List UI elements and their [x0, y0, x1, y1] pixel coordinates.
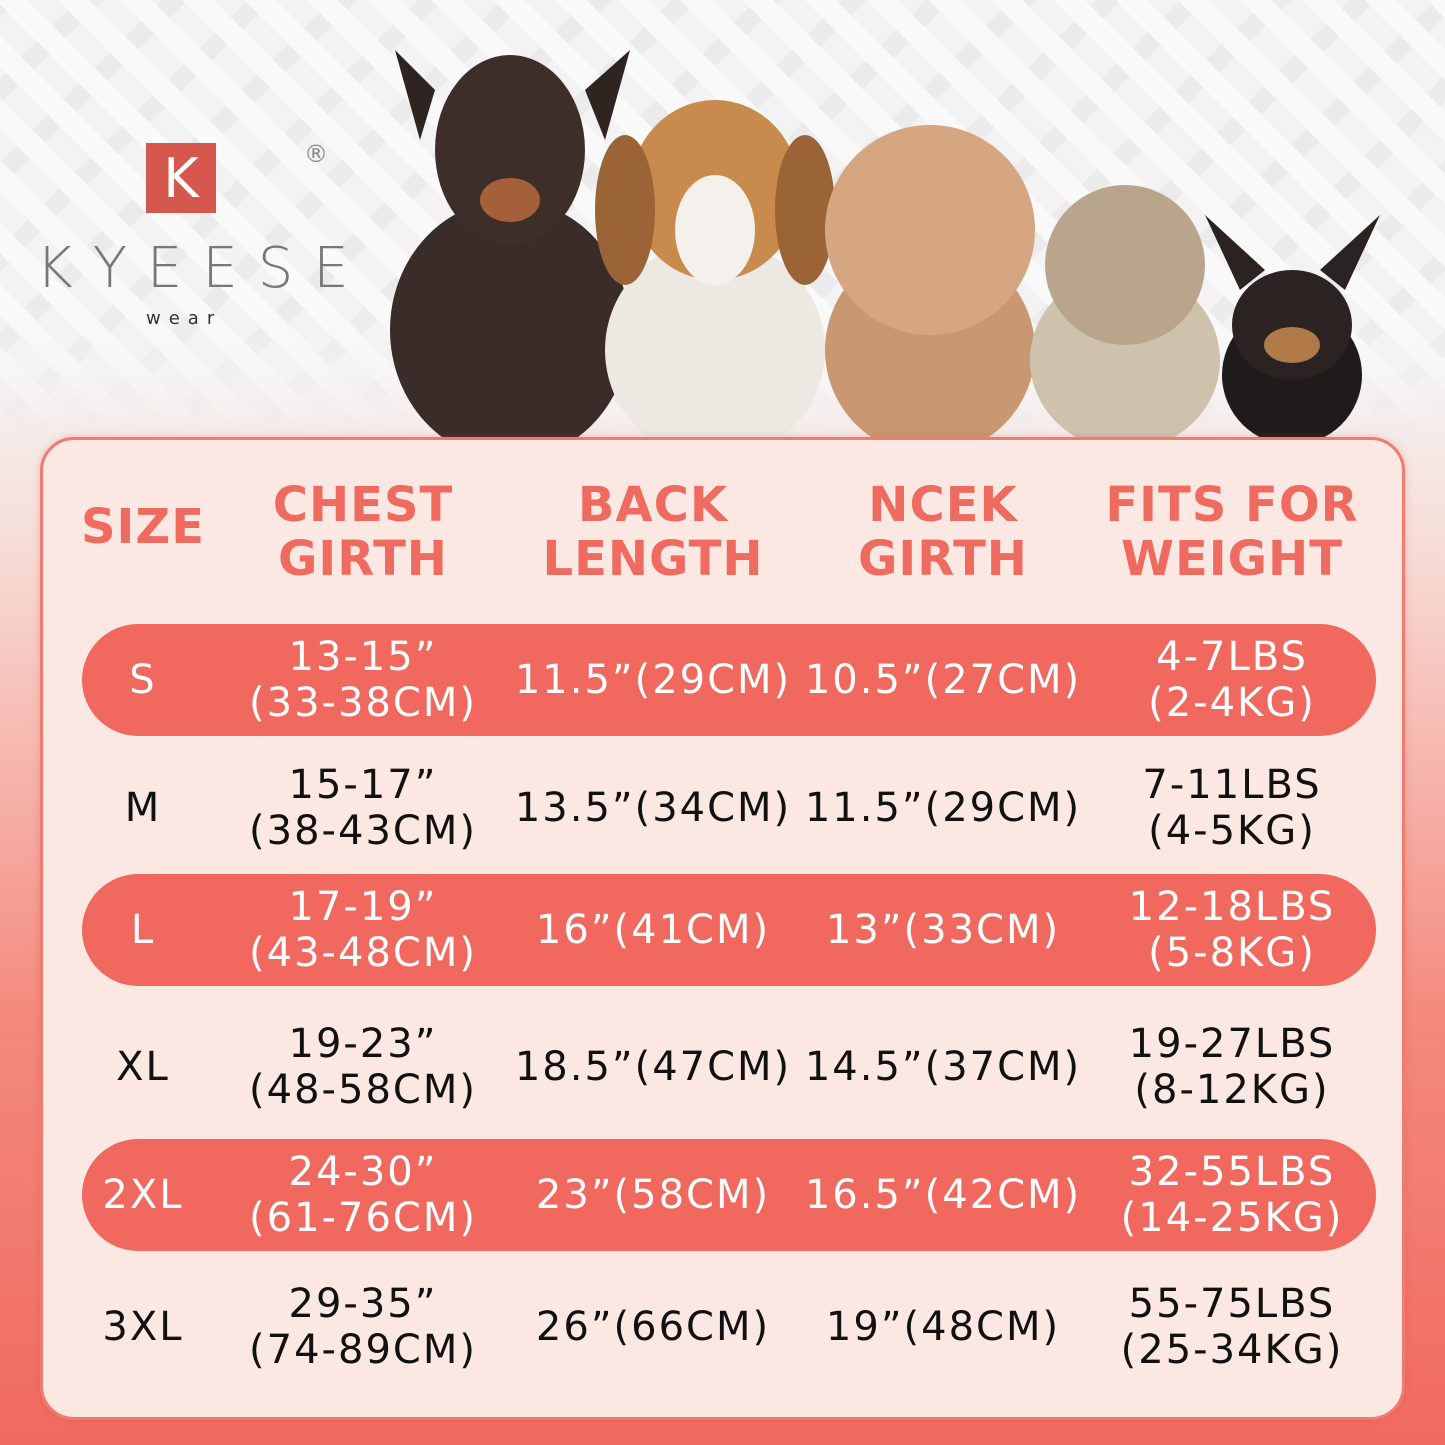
cell-line: (2-4KG) — [1148, 680, 1316, 726]
cell-line: 13-15” — [288, 634, 438, 680]
cell-line: 18.5”(47CM) — [514, 1044, 792, 1090]
cell-size: 2XL — [102, 1172, 183, 1218]
cell-line: 24-30” — [288, 1149, 438, 1195]
cell-line: 13”(33CM) — [825, 907, 1061, 953]
cell-back-length: 11.5”(29CM) — [515, 657, 791, 703]
cell-neck-girth: 19”(48CM) — [826, 1304, 1060, 1350]
cell-weight: 55-75LBS (25-34KG) — [1121, 1281, 1344, 1373]
brand-subtitle: wear — [146, 308, 223, 329]
header-line: CHEST — [272, 477, 454, 533]
cell-line: (48-58CM) — [249, 1067, 477, 1113]
registered-mark: ® — [304, 140, 328, 168]
cell-line: 10.5”(27CM) — [804, 657, 1082, 703]
cell-back-length: 13.5”(34CM) — [515, 785, 791, 831]
row-highlight — [82, 874, 1376, 986]
cell-back-length: 23”(58CM) — [536, 1172, 770, 1218]
cell-back-length: 26”(66CM) — [536, 1304, 770, 1350]
cell-line: (8-12KG) — [1134, 1067, 1330, 1113]
cell-weight: 12-18LBS (5-8KG) — [1129, 884, 1336, 976]
header-neck-girth: NCEK GIRTH — [763, 478, 1123, 586]
cell-back-length: 16”(41CM) — [536, 907, 770, 953]
header-size: SIZE — [0, 500, 323, 554]
header-chest-girth: CHEST GIRTH — [183, 478, 543, 586]
cell-line: 16.5”(42CM) — [804, 1172, 1082, 1218]
cell-line: 11.5”(29CM) — [514, 657, 792, 703]
cell-chest-girth: 24-30” (61-76CM) — [249, 1149, 477, 1241]
header-line: GIRTH — [858, 531, 1028, 587]
cell-line: 15-17” — [288, 762, 438, 808]
cell-weight: 7-11LBS (4-5KG) — [1142, 762, 1321, 854]
terrier-image — [1030, 185, 1220, 440]
cell-line: 13.5”(34CM) — [514, 785, 792, 831]
header-line: WEIGHT — [1121, 531, 1343, 587]
cell-line: 3XL — [102, 1304, 184, 1350]
cell-line: (61-76CM) — [249, 1195, 477, 1241]
cell-size: 3XL — [102, 1304, 183, 1350]
cell-line: 4-7LBS — [1156, 634, 1308, 680]
chihuahua-image — [1205, 215, 1380, 440]
cell-line: 26”(66CM) — [535, 1304, 771, 1350]
cell-line: (74-89CM) — [249, 1327, 477, 1373]
cell-line: 55-75LBS — [1128, 1281, 1336, 1327]
cell-line: 19”(48CM) — [825, 1304, 1061, 1350]
header-line: LENGTH — [542, 531, 764, 587]
cell-size: S — [129, 657, 156, 703]
poodle-image — [825, 125, 1035, 440]
cell-weight: 4-7LBS (2-4KG) — [1148, 634, 1316, 726]
cell-neck-girth: 10.5”(27CM) — [805, 657, 1081, 703]
cell-line: 29-35” — [288, 1281, 438, 1327]
cell-line: 19-23” — [288, 1021, 438, 1067]
cell-neck-girth: 16.5”(42CM) — [805, 1172, 1081, 1218]
cell-chest-girth: 13-15” (33-38CM) — [249, 634, 477, 726]
cell-line: (43-48CM) — [249, 930, 477, 976]
cell-line: 17-19” — [288, 884, 438, 930]
cell-line: 7-11LBS — [1142, 762, 1322, 808]
cell-line: (25-34KG) — [1120, 1327, 1344, 1373]
cell-line: (4-5KG) — [1148, 808, 1316, 854]
doberman-image — [390, 50, 630, 440]
cell-line: (33-38CM) — [249, 680, 477, 726]
cell-line: (14-25KG) — [1120, 1195, 1344, 1241]
cell-line: 32-55LBS — [1128, 1149, 1336, 1195]
header-line: NCEK — [868, 477, 1018, 533]
cell-line: (38-43CM) — [249, 808, 477, 854]
cell-neck-girth: 11.5”(29CM) — [805, 785, 1081, 831]
brand-logo-mark: K — [146, 143, 216, 213]
row-highlight — [82, 1139, 1376, 1251]
cell-chest-girth: 15-17” (38-43CM) — [249, 762, 477, 854]
cell-size: XL — [116, 1044, 170, 1090]
cell-neck-girth: 13”(33CM) — [826, 907, 1060, 953]
header-line: SIZE — [80, 499, 206, 555]
header-line: FITS FOR — [1105, 477, 1359, 533]
cell-weight: 32-55LBS (14-25KG) — [1121, 1149, 1344, 1241]
cell-line: 16”(41CM) — [535, 907, 771, 953]
cell-weight: 19-27LBS (8-12KG) — [1129, 1021, 1336, 1113]
cell-line: 14.5”(37CM) — [804, 1044, 1082, 1090]
cell-line: 2XL — [102, 1172, 184, 1218]
header-weight: FITS FOR WEIGHT — [1052, 478, 1412, 586]
header-line: GIRTH — [278, 531, 448, 587]
row-highlight — [82, 624, 1376, 736]
cell-line: L — [130, 907, 156, 953]
cell-line: 19-27LBS — [1128, 1021, 1336, 1067]
cell-line: (5-8KG) — [1148, 930, 1316, 976]
cell-chest-girth: 29-35” (74-89CM) — [249, 1281, 477, 1373]
cell-line: XL — [116, 1044, 170, 1090]
cell-line: 12-18LBS — [1128, 884, 1336, 930]
header-back-length: BACK LENGTH — [473, 478, 833, 586]
brand-name: KYEESE — [36, 236, 369, 301]
header-line: BACK — [577, 477, 729, 533]
cell-size: M — [125, 785, 162, 831]
cell-line: 23”(58CM) — [535, 1172, 771, 1218]
beagle-image — [595, 100, 835, 440]
cell-neck-girth: 14.5”(37CM) — [805, 1044, 1081, 1090]
cell-line: 11.5”(29CM) — [804, 785, 1082, 831]
cell-chest-girth: 19-23” (48-58CM) — [249, 1021, 477, 1113]
cell-size: L — [131, 907, 155, 953]
cell-chest-girth: 17-19” (43-48CM) — [249, 884, 477, 976]
cell-line: S — [129, 657, 157, 703]
cell-back-length: 18.5”(47CM) — [515, 1044, 791, 1090]
dogs-photo — [390, 50, 1380, 440]
cell-line: M — [124, 785, 162, 831]
